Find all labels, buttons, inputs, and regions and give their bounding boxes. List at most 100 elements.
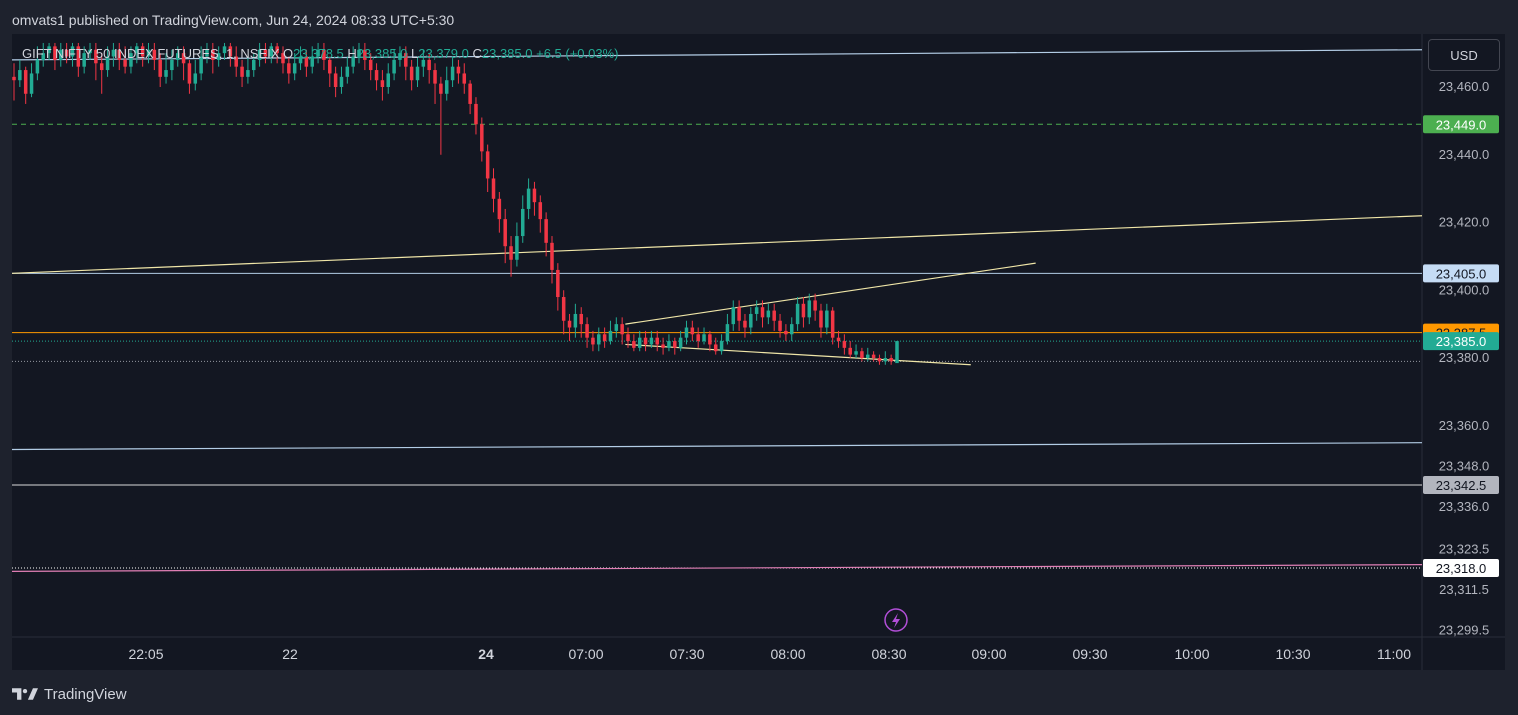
trend-line-3 [12, 564, 1423, 573]
candle-body [544, 219, 548, 243]
candle-body [848, 347, 852, 355]
price-tick-label: 23,299.5 [1439, 623, 1490, 638]
candle-body [129, 53, 133, 67]
candle-body [632, 341, 636, 348]
candle-body [386, 73, 391, 87]
price-tag-label: 23,405.0 [1436, 266, 1487, 281]
candle-body [713, 344, 718, 352]
candle-body [684, 327, 689, 338]
candle-body [784, 330, 788, 335]
candle-body [456, 66, 461, 74]
candle-body [111, 49, 116, 57]
lightning-bolt-icon [892, 613, 900, 628]
price-tag-label: 23,342.5 [1436, 478, 1487, 493]
time-tick-label: 08:30 [871, 646, 906, 662]
candle-body [813, 300, 817, 311]
top-bar: omvats1 published on TradingView.com, Ju… [0, 0, 1518, 40]
candle-body [310, 56, 314, 67]
candle-body [18, 70, 22, 81]
candle-body [760, 307, 765, 318]
candle-body [866, 354, 870, 358]
time-tick-label: 09:30 [1072, 646, 1107, 662]
candle-body [807, 300, 812, 318]
candle-body [117, 49, 122, 60]
time-tick-label: 08:00 [770, 646, 805, 662]
candle-body [591, 337, 595, 345]
time-tick-label: 07:00 [568, 646, 603, 662]
lightning-icon [884, 608, 908, 632]
price-tick-label: 23,440.0 [1439, 147, 1490, 162]
candle-body [41, 53, 45, 60]
candle-body [778, 320, 782, 331]
candle-body [368, 59, 373, 71]
candle-body [158, 59, 162, 77]
candle-body [193, 73, 198, 84]
candle-body [801, 303, 806, 318]
price-tag-bg [1423, 559, 1499, 578]
candle-body [550, 242, 554, 270]
candle-body [146, 49, 151, 57]
price-tag-label: 23,385.0 [1436, 334, 1487, 349]
time-tick-label: 07:30 [669, 646, 704, 662]
price-tick-label: 23,360.0 [1439, 418, 1490, 433]
candle-body [754, 307, 759, 314]
legend-high-value: 23,385.0 [356, 46, 408, 61]
candle-body [105, 56, 110, 71]
candle-body [205, 49, 209, 57]
candle-body [515, 236, 519, 260]
candle-body [99, 63, 104, 71]
candle-body [520, 208, 525, 237]
candle-body [421, 59, 426, 67]
candle-body [439, 83, 443, 94]
footer-brand: TradingView [44, 685, 127, 703]
candle-body [649, 337, 654, 345]
candle-body [292, 63, 297, 74]
candle-body [444, 80, 449, 94]
candle-body [70, 46, 75, 57]
candle-body [339, 76, 344, 87]
candle-body [199, 56, 203, 74]
price-chart[interactable]: 23,460.0 23,440.0 23,420.0 23,400.0 23,380.0… [12, 34, 1505, 670]
candle-body [602, 334, 607, 342]
candle-body [409, 66, 414, 81]
candle-body [661, 344, 665, 348]
candle-body [427, 59, 431, 71]
candle-body [731, 307, 736, 325]
candle-body [269, 46, 274, 57]
candle-body [351, 56, 355, 67]
candle-body [795, 303, 800, 325]
candle-body [275, 46, 279, 54]
price-tick-label: 23,460.0 [1439, 79, 1490, 94]
currency-button[interactable]: USD [1428, 39, 1500, 71]
candle-body [655, 337, 659, 345]
candle-body [12, 76, 16, 81]
candle-body [404, 53, 408, 67]
trend-line-4 [625, 262, 1036, 325]
price-tag-bg [1423, 115, 1499, 134]
candle-body [725, 324, 730, 342]
chart-pane[interactable]: 23,460.0 23,440.0 23,420.0 23,400.0 23,380.0… [12, 34, 1505, 670]
candle-body [567, 320, 572, 328]
candle-body [561, 297, 566, 321]
tradingview-logo-icon [12, 688, 38, 700]
candle-body [538, 202, 543, 220]
footer: TradingView [12, 683, 127, 705]
candle-body [719, 341, 724, 352]
candle-body [877, 358, 882, 362]
candle-body [29, 73, 34, 94]
candle-body [871, 354, 876, 358]
candle-body [53, 46, 57, 60]
candle-body [82, 53, 86, 67]
candle-body [257, 49, 262, 60]
price-tag-label: 23,449.0 [1436, 117, 1487, 132]
legend-open-label: O [283, 46, 294, 61]
legend-change: +6.5 (+0.03%) [536, 46, 619, 61]
candle-body [333, 73, 338, 87]
candle-body [187, 63, 192, 84]
candle-body [415, 66, 420, 81]
candle-body [23, 70, 28, 94]
candle-body [462, 73, 467, 84]
price-tag-bg [1423, 332, 1499, 351]
candle-body [322, 49, 326, 60]
candle-body [252, 59, 256, 71]
